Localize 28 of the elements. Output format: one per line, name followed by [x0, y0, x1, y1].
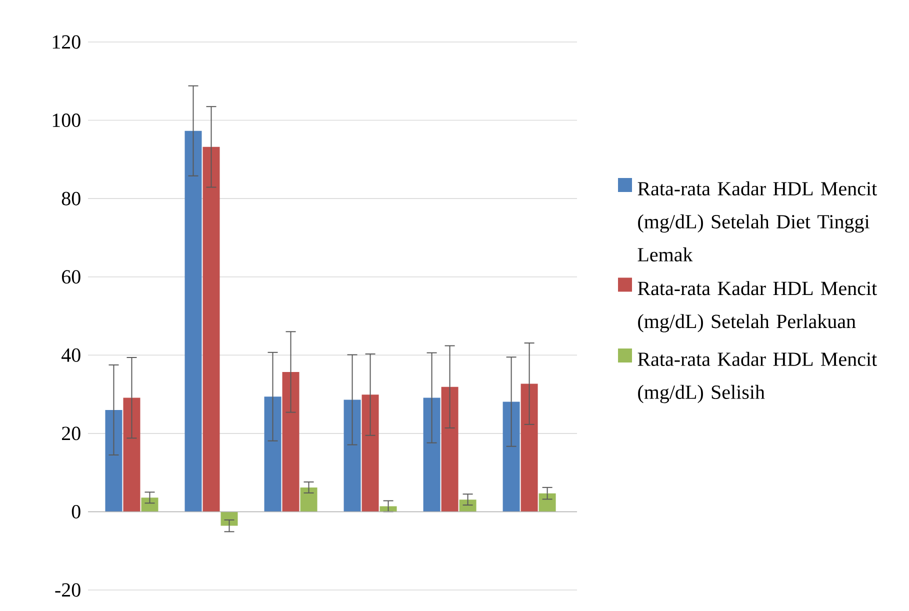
bar [423, 398, 440, 512]
bar [520, 384, 538, 512]
y-tick-label: 0 [72, 504, 80, 518]
bar [459, 500, 476, 512]
bar [441, 386, 458, 512]
bar [184, 130, 202, 512]
bar [123, 398, 140, 512]
bar [300, 487, 318, 512]
legend-label: Rata-rata Kadar HDL Mencit (mg/dL) Setelah Perlakuan [638, 281, 877, 332]
y-tick-label: 80 [62, 192, 80, 206]
bar [362, 394, 379, 512]
y-tick-label: 40 [62, 348, 80, 362]
bar [538, 493, 556, 512]
bar [202, 146, 220, 512]
bar [105, 410, 122, 512]
bar [344, 400, 361, 512]
bar [264, 396, 282, 512]
legend-label: Rata-rata Kadar HDL Mencit (mg/dL) Setelah Diet Tinggi Lemak [638, 181, 877, 262]
legend-label: Rata-rata Kadar HDL Mencit (mg/dL) Selisih [638, 352, 877, 404]
y-tick-label: 120 [52, 35, 80, 49]
bar [141, 498, 158, 512]
y-tick-label: 20 [62, 426, 80, 440]
bar [282, 372, 300, 512]
bar [220, 512, 238, 526]
y-tick-label: 100 [52, 114, 80, 128]
y-tick-label: 60 [62, 270, 80, 284]
y-tick-label: -20 [55, 583, 80, 597]
bar [502, 402, 520, 512]
